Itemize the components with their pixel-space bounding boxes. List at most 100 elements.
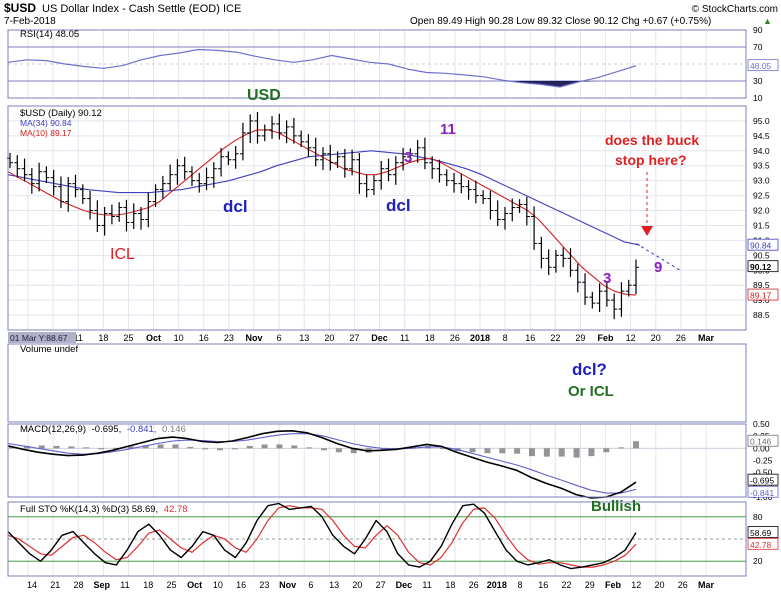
- price-tick-5: 92.5: [753, 191, 770, 201]
- macd-tag-1-box: [747, 473, 779, 486]
- annot-three-1: 3: [404, 149, 412, 166]
- price-x-label-19: 8: [503, 333, 508, 343]
- macd-hist-bar-27: [410, 446, 417, 449]
- rsi-tick-3: 30: [753, 76, 763, 86]
- price-x-label-21: 22: [550, 333, 560, 343]
- macd-hist-bar-18: [276, 444, 283, 449]
- macd-hist-bar-31: [469, 448, 476, 453]
- annot-three-2: 3: [603, 270, 611, 287]
- bottom-x-label-8: 10: [213, 580, 223, 590]
- macd-hist-bar-38: [573, 448, 580, 458]
- sto-tick-1: 20: [753, 556, 763, 566]
- macd-hist-bar-5: [83, 447, 90, 449]
- annot-dcl-2: dcl: [386, 196, 411, 215]
- price-x-label-2: 11: [74, 333, 83, 343]
- bottom-x-label-12: 6: [308, 580, 313, 590]
- ma34-line: [7, 150, 641, 246]
- macd-hist-bar-32: [484, 448, 491, 454]
- macd-hist-bar-12: [187, 446, 194, 449]
- macd-tick-2: 0.00: [753, 443, 770, 453]
- price-tag-0-box: [747, 238, 779, 251]
- sto-title: Full STO %K(14,3) %D(3) 58.69, 42.78: [20, 504, 188, 515]
- annot-or-icl: Or ICL: [568, 383, 614, 400]
- bottom-x-label-3: Sep: [93, 580, 110, 590]
- price-x-label-4: 25: [123, 333, 133, 343]
- description: US Dollar Index - Cash Settle (EOD) ICE: [42, 3, 241, 15]
- macd-tick-4: -0.50: [753, 468, 773, 478]
- annot-dcl-q: dcl?: [572, 360, 607, 379]
- macd-hist-bar-42: [633, 441, 639, 449]
- quote-up-arrow: ▲: [763, 16, 772, 26]
- annot-bullish: Bullish: [591, 498, 641, 515]
- symbol: $USD: [4, 1, 36, 15]
- price-x-label-26: 26: [676, 333, 686, 343]
- bottom-x-label-23: 22: [562, 580, 572, 590]
- sto-tag-0: 58.69: [750, 528, 772, 538]
- macd-hist-bar-7: [113, 447, 119, 449]
- macd-hist-bar-13: [202, 448, 209, 450]
- macd-tag-2-box: [747, 485, 779, 498]
- chart-date: 7-Feb-2018: [4, 16, 56, 27]
- macd-tag-1: -0.695: [750, 476, 774, 486]
- macd-hist-bar-8: [127, 446, 134, 449]
- macd-hist-bar-16: [246, 445, 253, 449]
- price-x-label-5: Oct: [146, 333, 161, 343]
- ma10-legend: MA(10) 89.17: [20, 128, 72, 138]
- price-x-label-7: 16: [199, 333, 209, 343]
- macd-line: [7, 429, 637, 499]
- price-x-label-9: Nov: [245, 333, 262, 343]
- macd-hist-bar-25: [380, 448, 387, 451]
- rsi-panel: 907050301048.05: [7, 25, 779, 103]
- price-tick-1: 94.5: [753, 131, 770, 141]
- rsi-line: [7, 48, 637, 88]
- sto-tag-1: 42.78: [750, 540, 772, 550]
- bottom-x-label-5: 18: [143, 580, 153, 590]
- price-x-label-6: 10: [174, 333, 184, 343]
- macd-tag-0-box: [747, 434, 779, 447]
- rsi-tick-0: 90: [753, 25, 763, 35]
- rsi-title: RSI(14) 48.05: [20, 29, 79, 40]
- bottom-x-label-13: 13: [329, 580, 339, 590]
- rsi-tick-4: 10: [753, 93, 763, 103]
- price-tick-9: 90.5: [753, 250, 770, 260]
- bottom-x-label-20: 2018: [487, 580, 507, 590]
- price-tag-2-box: [747, 288, 779, 301]
- price-tick-0: 95.0: [753, 116, 770, 126]
- price-tag-2: 89.17: [750, 291, 772, 301]
- rsi-frame: [7, 29, 747, 99]
- macd-hist-bar-9: [142, 445, 149, 449]
- annot-buck-line2: stop here?: [615, 152, 687, 168]
- crosshair-box: [8, 332, 76, 343]
- bottom-x-label-9: 16: [236, 580, 246, 590]
- price-x-label-10: 6: [277, 333, 282, 343]
- annot-usd: USD: [247, 87, 281, 104]
- macd-hist-bar-15: [231, 448, 238, 450]
- macd-hist-bar-6: [98, 448, 105, 450]
- bottom-x-label-24: 29: [585, 580, 595, 590]
- bottom-x-label-17: 11: [422, 580, 431, 590]
- bottom-x-label-21: 8: [518, 580, 523, 590]
- bottom-x-label-0: 14: [27, 580, 37, 590]
- annot-buck-arrowhead: [641, 226, 653, 236]
- price-x-label-14: Dec: [371, 333, 388, 343]
- price-tick-11: 89.5: [753, 280, 770, 290]
- annot-eleven: 11: [440, 121, 456, 138]
- macd-frame: [7, 423, 747, 498]
- macd-hist-bar-37: [558, 448, 565, 457]
- bottom-x-label-6: 25: [166, 580, 176, 590]
- price-x-label-17: 26: [450, 333, 460, 343]
- price-panel: 95.094.594.093.593.092.592.091.591.090.5…: [7, 105, 779, 343]
- price-tag-0: 90.84: [750, 241, 772, 251]
- quote-line: Open 89.49 High 90.28 Low 89.32 Close 90…: [410, 16, 711, 27]
- macd-title-name: MACD(12,26,9): [20, 424, 86, 435]
- price-tick-3: 93.5: [753, 161, 770, 171]
- bottom-x-label-11: Nov: [279, 580, 296, 590]
- macd-hist-bar-19: [291, 445, 298, 449]
- macd-hist-bar-35: [529, 448, 535, 457]
- price-x-label-18: 2018: [470, 333, 490, 343]
- macd-hist-bar-11: [172, 444, 179, 449]
- macd-hist-bar-36: [543, 448, 550, 457]
- macd-hist-bar-17: [261, 444, 268, 449]
- price-x-label-13: 27: [349, 333, 359, 343]
- rsi-last-tag: 48.05: [750, 61, 772, 71]
